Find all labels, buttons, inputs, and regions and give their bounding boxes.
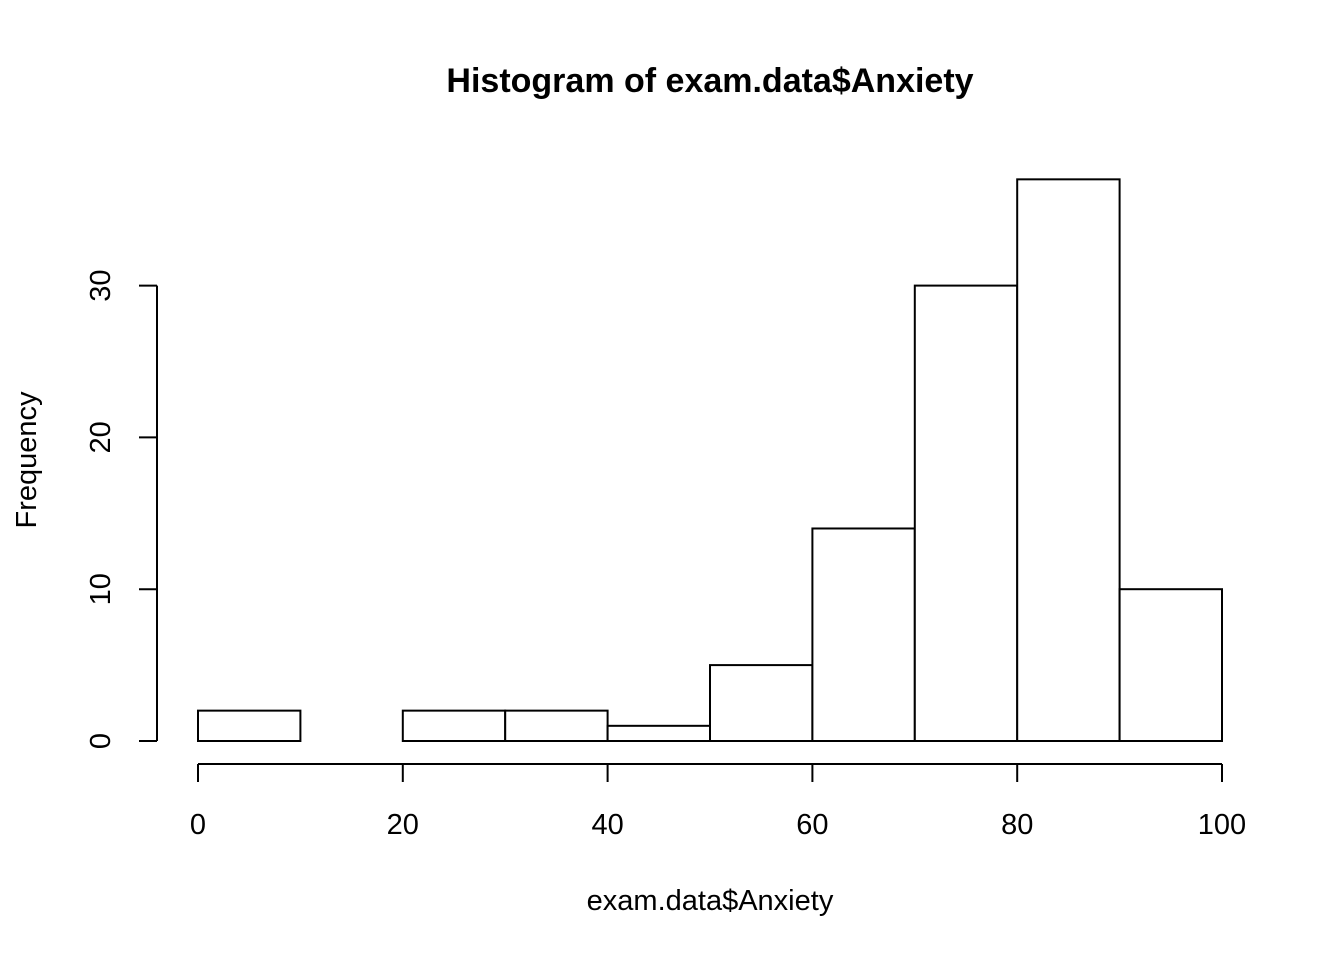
histogram-bar-60-70 <box>811 527 916 742</box>
histogram-bar-80-90 <box>1016 178 1121 742</box>
bars-group <box>197 178 1223 743</box>
histogram-bar-40-50 <box>606 724 711 743</box>
x-tick-label-40: 40 <box>591 809 623 841</box>
y-axis: 0 10 20 30 <box>85 269 158 749</box>
histogram-bar-70-80 <box>913 284 1019 742</box>
x-tick-label-80: 80 <box>1001 809 1033 841</box>
histogram-bar-50-60 <box>709 664 814 742</box>
histogram-bar-20-30 <box>401 709 507 743</box>
y-axis-label: Frequency <box>11 391 43 529</box>
histogram-bar-30-40 <box>504 709 609 743</box>
chart-title: Histogram of exam.data$Anxiety <box>446 62 973 100</box>
y-tick-label-20: 20 <box>85 421 117 453</box>
y-tick-label-10: 10 <box>85 573 117 605</box>
x-tick-label-20: 20 <box>387 809 419 841</box>
x-tick-label-100: 100 <box>1198 809 1246 841</box>
y-tick-label-0: 0 <box>85 733 117 749</box>
x-tick-label-60: 60 <box>796 809 828 841</box>
histogram-bar-90-100 <box>1118 588 1223 743</box>
y-tick-label-30: 30 <box>85 269 117 301</box>
histogram-bar-0-10 <box>197 709 302 743</box>
x-axis-label: exam.data$Anxiety <box>587 885 834 917</box>
x-axis: 0 20 40 60 80 100 <box>190 763 1246 841</box>
x-tick-label-0: 0 <box>190 809 206 841</box>
